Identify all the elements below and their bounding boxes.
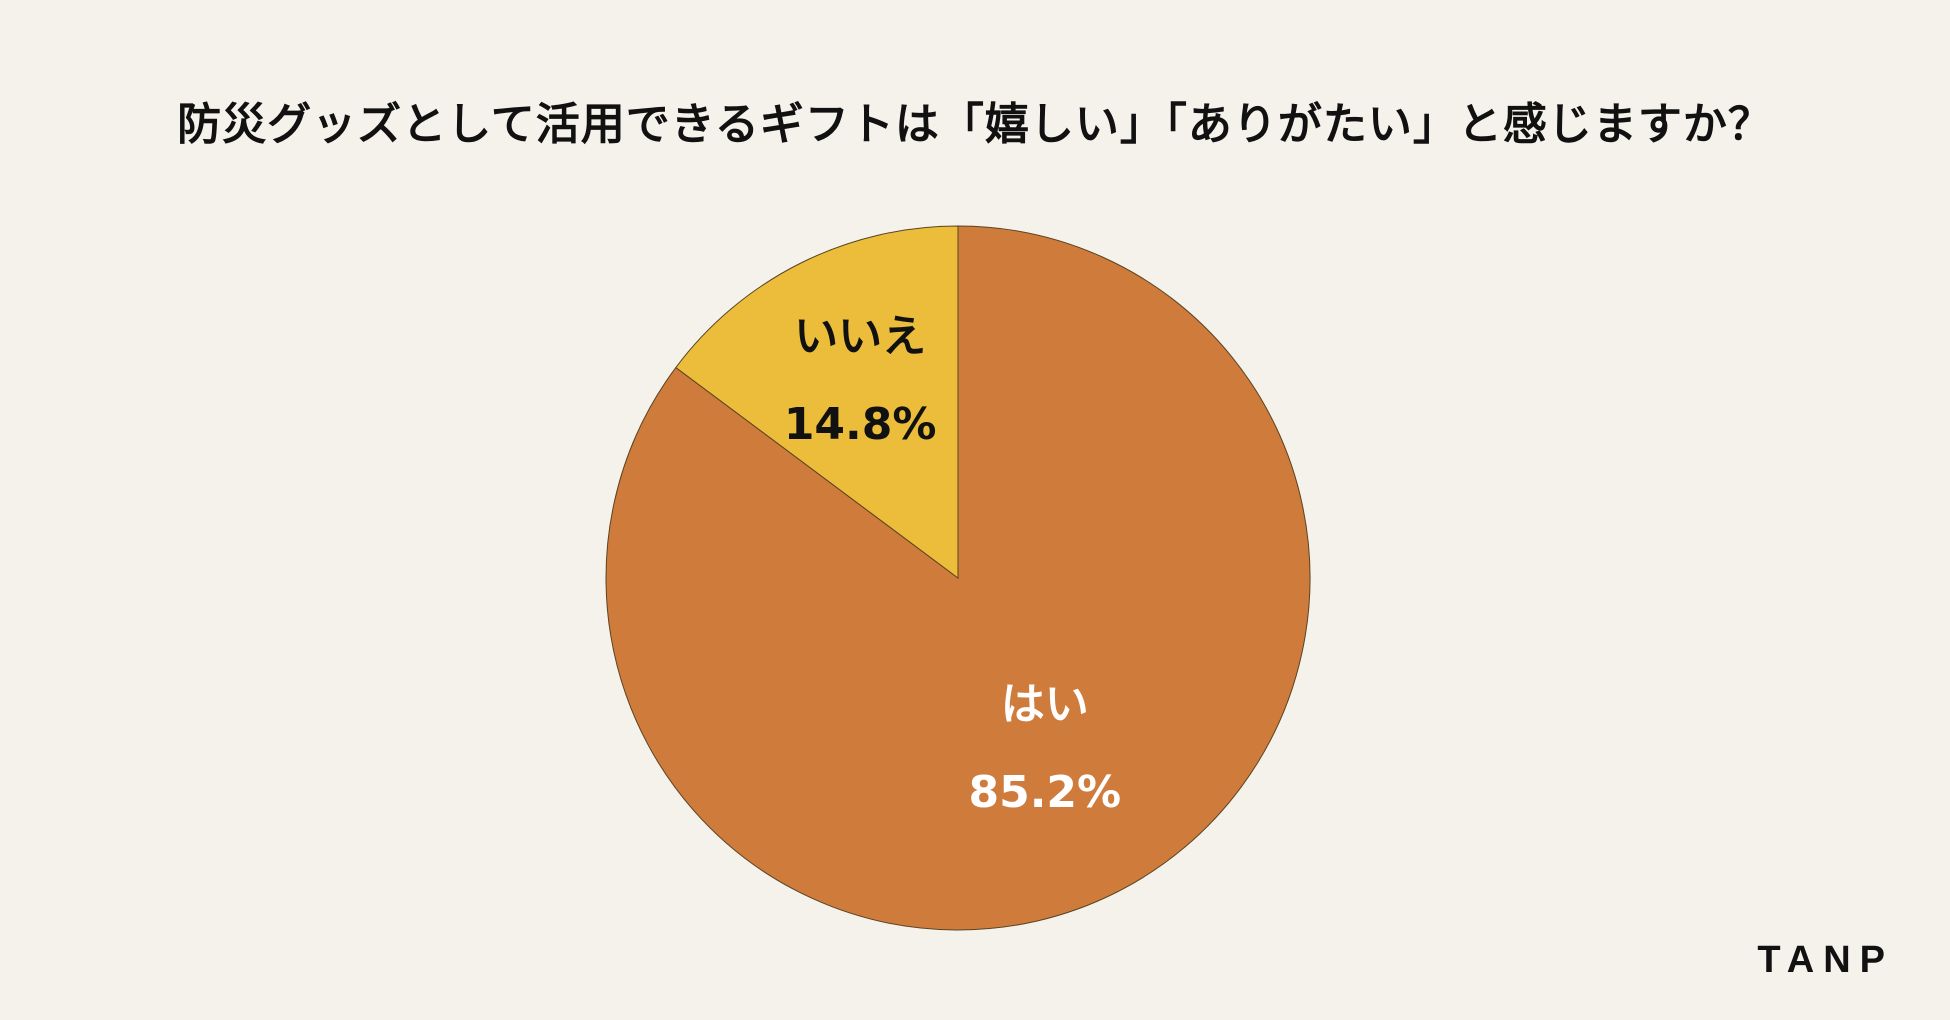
pie-labels: はい 85.2% いいえ 14.8% [784,311,1121,818]
slice-iie [675,225,959,579]
pie-slices [605,225,1311,931]
label-iie: いいえ [794,311,926,362]
brand-logo: TANP [1757,939,1894,981]
chart-title: 防災グッズとして活用できるギフトは「嬉しい」「ありがたい」と感じますか？ [177,99,1773,150]
percent-hai: 85.2% [968,767,1121,818]
label-hai: はい [1001,679,1089,730]
percent-iie: 14.8% [784,399,937,450]
